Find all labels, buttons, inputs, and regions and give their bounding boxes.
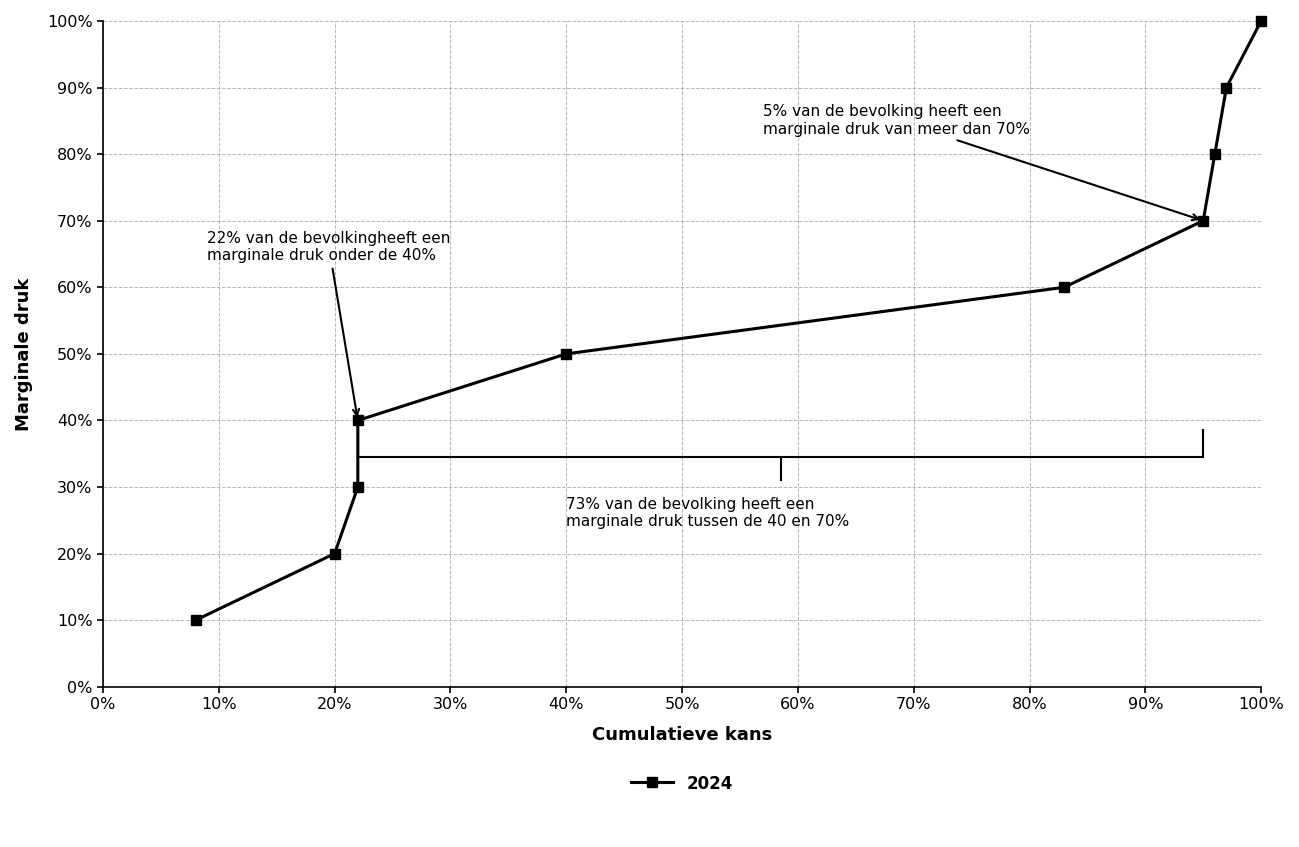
2024 [349,415,365,425]
2024 [1218,82,1234,92]
Text: 73% van de bevolking heeft een
marginale druk tussen de 40 en 70%: 73% van de bevolking heeft een marginale… [566,497,850,529]
2024 [188,615,204,625]
Y-axis label: Marginale druk: Marginale druk [16,277,32,430]
Legend: 2024: 2024 [625,768,739,800]
2024 [349,482,365,492]
Text: 22% van de bevolkingheeft een
marginale druk onder de 40%: 22% van de bevolkingheeft een marginale … [208,230,451,415]
X-axis label: Cumulatieve kans: Cumulatieve kans [592,726,772,744]
2024 [327,549,343,559]
2024 [1056,282,1072,292]
2024 [1195,216,1211,226]
Text: 5% van de bevolking heeft een
marginale druk van meer dan 70%: 5% van de bevolking heeft een marginale … [763,104,1199,220]
2024 [1207,149,1222,159]
2024 [1254,16,1269,26]
Line: 2024: 2024 [191,16,1267,625]
2024 [559,349,574,359]
